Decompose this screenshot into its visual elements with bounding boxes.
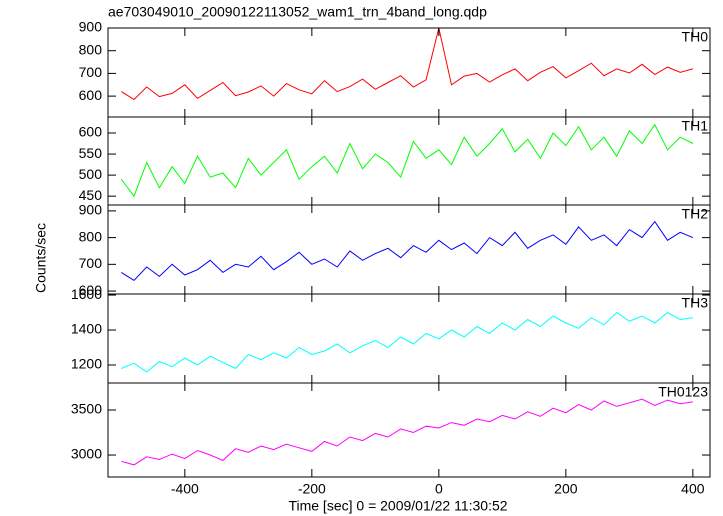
x-tick-label: -400 xyxy=(171,481,199,497)
series-label: TH1 xyxy=(682,118,709,134)
y-tick-label: 550 xyxy=(79,145,103,161)
y-tick-label: 700 xyxy=(79,255,103,271)
x-axis-label: Time [sec] 0 = 2009/01/22 11:30:52 xyxy=(288,498,507,514)
series-line xyxy=(120,123,694,198)
y-tick-label: 800 xyxy=(79,228,103,244)
series-line xyxy=(121,398,693,466)
y-tick-label: 900 xyxy=(79,202,103,218)
panel-frame xyxy=(107,116,711,206)
y-tick-label: 3500 xyxy=(71,401,102,417)
y-tick-label: 3000 xyxy=(71,446,102,462)
y-tick-label: 1200 xyxy=(71,356,102,372)
y-tick-label: 600 xyxy=(79,124,103,140)
y-tick-label: 600 xyxy=(79,87,103,103)
series-label: TH0 xyxy=(682,29,709,45)
x-tick-label: 0 xyxy=(435,481,443,497)
series-line xyxy=(121,220,694,282)
y-tick-label: 900 xyxy=(79,19,103,35)
y-tick-label: 1600 xyxy=(71,286,102,302)
y-tick-label: 1400 xyxy=(71,321,102,337)
series-line xyxy=(121,27,694,101)
y-axis-label: Counts/sec xyxy=(33,223,49,293)
series-label: TH2 xyxy=(682,206,709,222)
y-tick-label: 700 xyxy=(79,64,103,80)
panel-frame xyxy=(107,382,711,478)
x-tick-label: 200 xyxy=(554,481,578,497)
panel-frame xyxy=(107,27,711,118)
y-tick-label: 500 xyxy=(79,166,103,182)
chart-title: ae703049010_20090122113052_wam1_trn_4ban… xyxy=(108,4,487,20)
y-tick-label: 600 xyxy=(79,282,103,298)
series-line xyxy=(121,311,693,373)
y-tick-label: 450 xyxy=(79,187,103,203)
y-tick-label: 800 xyxy=(79,41,103,57)
x-tick-label: -200 xyxy=(298,481,326,497)
panel-frame xyxy=(107,293,711,384)
x-tick-label: 400 xyxy=(681,481,705,497)
series-label: TH3 xyxy=(682,295,709,311)
series-label: TH0123 xyxy=(658,384,708,400)
